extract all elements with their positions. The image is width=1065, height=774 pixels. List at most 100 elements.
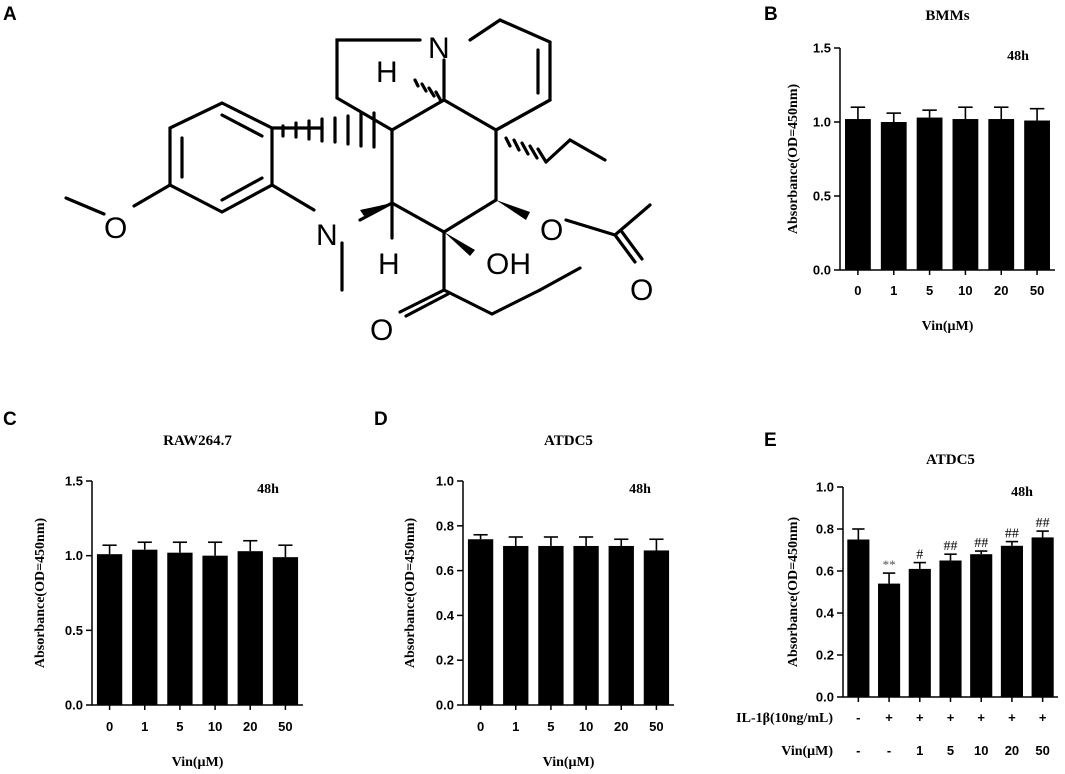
y-tick-label: 0.4 (816, 606, 835, 621)
significance-label: ** (883, 557, 896, 572)
bar (908, 568, 931, 697)
chart-title: RAW264.7 (163, 433, 232, 449)
x-axis-label: Vin(μM) (922, 319, 974, 334)
atom-label: O (630, 274, 653, 307)
bar (845, 119, 871, 270)
x-tick-label: 50 (649, 719, 663, 734)
x-axis-label: Vin(μM) (543, 755, 595, 770)
x-tick-label: 10 (958, 283, 972, 298)
x-tick-label: 0 (854, 283, 861, 298)
bar (467, 539, 494, 705)
chart-c-raw264: RAW264.7 48h 0.0 0.5 1.0 1.5 Absorbance(OD=450… (33, 433, 303, 770)
bar (1024, 120, 1050, 271)
atom-label: OH (486, 248, 531, 281)
x-tick-label: 1 (512, 719, 519, 734)
x-tick-label: 5 (176, 719, 183, 734)
time-label: 48h (629, 482, 651, 497)
chart-b-bmms: BMMs 48h 0.0 0.5 1.0 1.5 Absorbance(OD=450nm) 0… (786, 8, 1055, 334)
chart-title: BMMs (925, 8, 969, 24)
bar (573, 545, 599, 705)
bar (880, 122, 907, 270)
bar (503, 545, 529, 705)
x-tick-label: 10 (579, 719, 593, 734)
condition-value: + (977, 710, 985, 725)
y-tick-label: 1.0 (813, 115, 831, 130)
bar (608, 545, 634, 705)
chart-title: ATDC5 (926, 452, 975, 468)
y-tick-label: 0.2 (816, 648, 834, 663)
chart-d-atdc5: ATDC5 48h 0.0 0.2 0.4 0.6 0.8 1.0 Absorbance(OD=… (403, 433, 674, 770)
atom-label: H (376, 56, 398, 89)
significance-label: ## (1005, 527, 1019, 542)
y-tick-label: 0.8 (816, 522, 834, 537)
significance-label: ## (1036, 516, 1050, 531)
x-axis-label: Vin(μM) (172, 755, 224, 770)
chemical-structure: N H N H OH O O O O (64, 18, 653, 347)
panel-letter-a: A (3, 4, 17, 25)
bar (878, 583, 901, 697)
panel-letter-d: D (374, 409, 388, 430)
x-tick-label: 1 (141, 719, 148, 734)
x-tick-label: 50 (1030, 283, 1044, 298)
panel-letter-b: B (764, 4, 778, 25)
time-label: 48h (257, 482, 279, 497)
bar (202, 555, 228, 705)
y-tick-label: 1.5 (813, 41, 831, 56)
x-tick-label: 5 (926, 283, 933, 298)
condition-row-label: Vin(μM) (781, 744, 833, 759)
bar (939, 560, 962, 697)
chart-e-atdc5-il1b: ATDC5 48h 0.0 0.2 0.4 0.6 0.8 1.0 Absorbance(OD=… (736, 452, 1058, 759)
condition-value: 10 (974, 743, 988, 758)
atom-label: O (370, 314, 393, 347)
y-tick-label: 1.0 (436, 474, 454, 489)
atom-label: N (316, 219, 338, 252)
condition-value: + (1008, 710, 1016, 725)
y-tick-label: 0.0 (436, 698, 454, 713)
condition-value: + (947, 710, 955, 725)
bar (1000, 545, 1023, 697)
bar (916, 117, 943, 270)
y-tick-label: 0.2 (436, 653, 454, 668)
bar (952, 119, 979, 270)
y-tick-label: 0.5 (813, 189, 831, 204)
atom-label: N (428, 32, 450, 65)
x-tick-label: 50 (278, 719, 292, 734)
x-tick-label: 0 (477, 719, 484, 734)
y-tick-label: 0.5 (65, 623, 83, 638)
condition-value: - (856, 710, 860, 725)
y-tick-label: 1.5 (65, 474, 83, 489)
y-tick-label: 0.4 (436, 608, 455, 623)
x-tick-label: 20 (994, 283, 1008, 298)
y-axis-label: Absorbance(OD=450nm) (403, 518, 418, 669)
y-tick-label: 1.0 (65, 548, 83, 563)
condition-value: 1 (916, 743, 923, 758)
bar (96, 554, 123, 705)
bar (132, 549, 158, 705)
bar (970, 554, 993, 697)
x-tick-label: 1 (890, 283, 897, 298)
bar (272, 557, 299, 705)
condition-value: - (856, 743, 860, 758)
y-tick-label: 0.0 (813, 263, 831, 278)
condition-value: + (885, 710, 893, 725)
condition-value: - (887, 743, 891, 758)
x-tick-label: 10 (208, 719, 222, 734)
significance-label: # (916, 548, 923, 563)
bar (167, 552, 193, 705)
condition-value: + (916, 710, 924, 725)
x-tick-label: 20 (243, 719, 257, 734)
y-tick-label: 0.8 (436, 518, 454, 533)
significance-label: ## (974, 536, 988, 551)
atom-label: O (540, 214, 563, 247)
condition-value: 50 (1035, 743, 1049, 758)
y-tick-label: 0.6 (816, 564, 834, 579)
y-tick-label: 0.0 (816, 690, 834, 705)
x-tick-label: 20 (614, 719, 628, 734)
x-tick-label: 0 (106, 719, 113, 734)
panel-letter-c: C (3, 409, 17, 430)
y-tick-label: 0.6 (436, 563, 454, 578)
bar (643, 550, 670, 705)
bar (237, 551, 263, 705)
y-axis-label: Absorbance(OD=450nm) (786, 84, 801, 235)
